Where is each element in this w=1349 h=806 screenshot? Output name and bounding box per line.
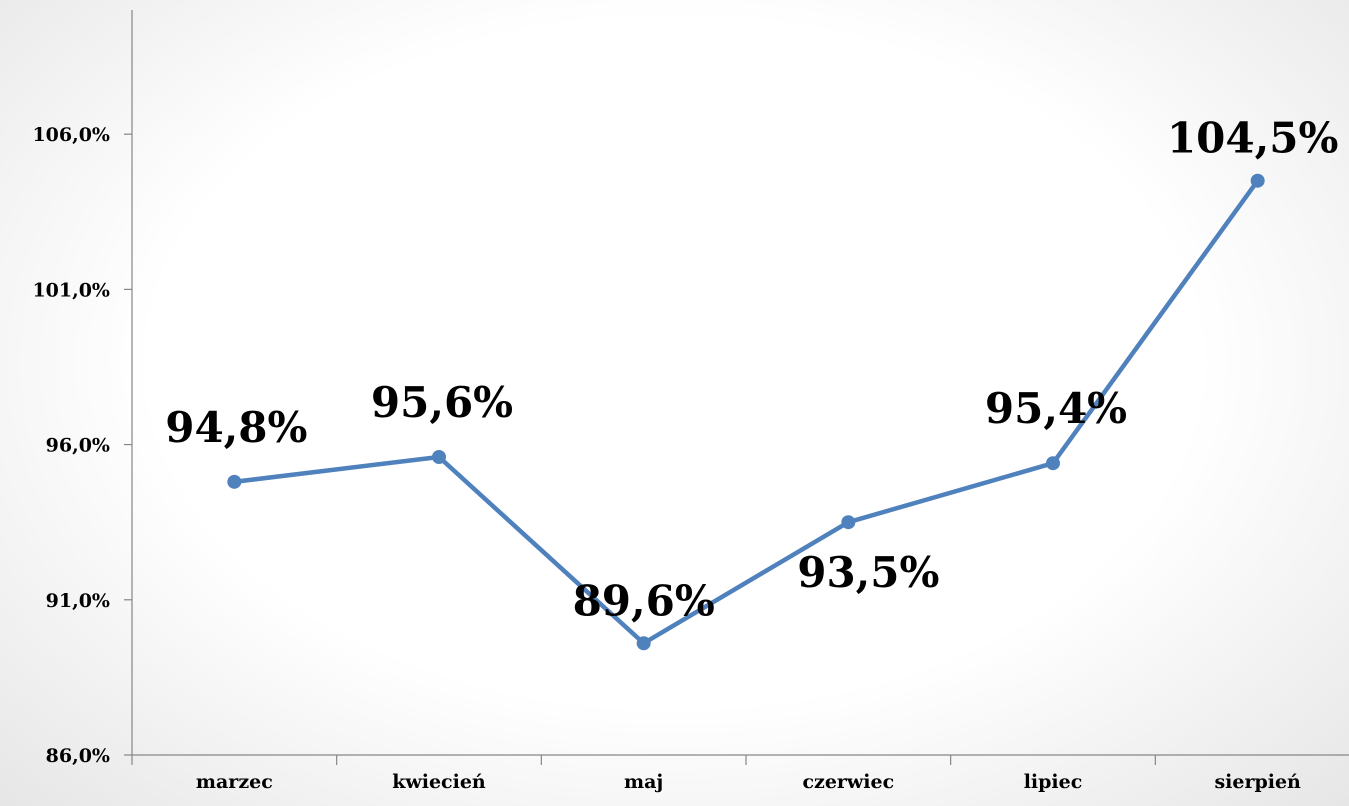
x-category-label: lipiec (1024, 771, 1083, 793)
data-label: 104,5% (1167, 114, 1338, 163)
x-category-label: kwiecień (392, 771, 486, 793)
series-line (227, 173, 1265, 651)
x-category-label: sierpień (1214, 771, 1301, 793)
data-label: 93,5% (797, 548, 939, 597)
data-point (227, 474, 242, 489)
data-label: 94,8% (165, 403, 307, 452)
data-label: 89,6% (573, 576, 715, 625)
y-tick-label: 96,0% (46, 435, 110, 457)
data-point (636, 636, 651, 651)
x-category-label: marzec (196, 771, 273, 793)
y-tick-label: 106,0% (32, 124, 110, 146)
y-tick-label: 101,0% (32, 279, 110, 301)
data-label: 95,4% (985, 384, 1127, 433)
data-point (841, 515, 856, 530)
series-line-path (234, 179, 1260, 646)
y-axis-ticks: 86,0% 91,0% 96,0% 101,0% 106,0% (32, 124, 132, 767)
y-tick-label: 91,0% (46, 590, 110, 612)
data-labels: 94,8% 95,6% 89,6% 93,5% 95,4% 104,5% (165, 114, 1338, 626)
data-point (1046, 456, 1060, 471)
x-category-label: czerwiec (802, 771, 894, 793)
data-label: 95,6% (371, 378, 513, 427)
y-tick-label: 86,0% (46, 745, 110, 767)
x-category-label: maj (624, 771, 663, 793)
x-axis-ticks: marzec kwiecień maj czerwiec lipiec sierpień (131, 755, 1301, 793)
data-point (1250, 173, 1265, 188)
data-point (432, 450, 446, 464)
